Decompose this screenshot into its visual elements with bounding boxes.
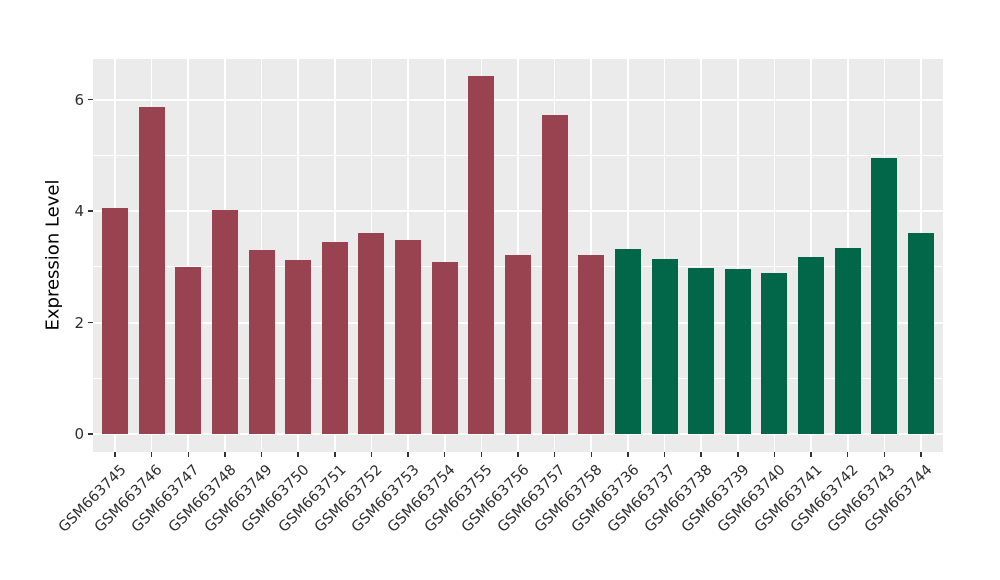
bar-GSM663745 [101,207,128,435]
bar-GSM663748 [211,209,238,435]
bar-GSM663751 [321,242,348,435]
x-major-gridline [700,59,703,452]
y-tick-mark [88,210,93,212]
y-tick-mark [88,433,93,435]
bar-GSM663755 [468,76,495,435]
x-major-gridline [663,59,666,452]
bar-GSM663749 [248,249,275,435]
y-tick-label: 4 [74,202,84,221]
x-tick-mark [883,452,886,457]
bar-GSM663746 [138,107,165,435]
x-major-gridline [443,59,446,452]
x-tick-mark [224,452,226,457]
bar-GSM663738 [688,268,715,435]
x-tick-mark [407,452,409,457]
x-tick-mark [480,452,483,457]
plot-panel [93,59,943,452]
x-tick-mark [443,452,446,457]
bar-GSM663757 [541,115,568,435]
x-tick-mark [334,452,336,457]
bar-GSM663739 [724,269,751,435]
bar-GSM663754 [431,261,458,435]
x-tick-mark [846,452,849,457]
x-tick-mark [773,452,776,457]
x-tick-mark [187,452,189,457]
bar-GSM663742 [834,247,861,435]
x-tick-mark [590,452,593,457]
x-tick-mark [150,452,153,457]
x-tick-mark [737,452,739,457]
bar-GSM663744 [908,233,935,435]
bar-GSM663752 [358,232,385,435]
bar-GSM663736 [614,248,641,435]
y-tick-label: 2 [74,313,84,332]
bar-GSM663737 [651,258,678,435]
bar-GSM663756 [505,254,531,435]
x-tick-mark [517,452,519,457]
x-major-gridline [187,59,190,452]
x-tick-mark [553,452,556,457]
x-major-gridline [736,59,739,452]
x-tick-mark [663,452,666,457]
x-major-gridline [297,59,299,452]
bar-GSM663758 [578,254,605,435]
x-tick-mark [260,452,263,457]
y-tick-label: 6 [74,90,84,109]
x-tick-mark [810,452,812,457]
y-tick-mark [88,98,93,101]
bar-GSM663741 [798,257,825,435]
x-tick-mark [297,452,299,457]
bar-GSM663753 [395,239,422,435]
y-tick-mark [88,321,93,324]
bar-GSM663747 [175,267,202,435]
bar-GSM663750 [285,259,312,435]
y-tick-label: 0 [74,425,84,444]
bar-GSM663740 [761,272,788,435]
y-axis-title: Expression Level [42,179,64,331]
x-major-gridline [810,59,812,452]
x-tick-mark [920,452,922,457]
x-major-gridline [773,59,776,452]
x-tick-mark [114,452,116,457]
x-tick-mark [627,452,629,457]
x-tick-mark [700,452,702,457]
x-tick-mark [370,452,373,457]
bar-GSM663743 [871,157,898,435]
